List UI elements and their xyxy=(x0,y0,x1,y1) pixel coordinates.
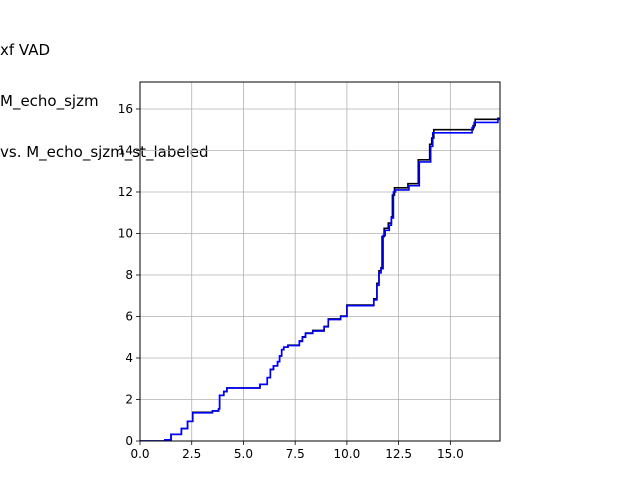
x-tick-label: 2.5 xyxy=(182,447,201,461)
plot-frame xyxy=(139,81,501,442)
x-axis: 0.0 2.5 5.0 7.5 10.0 12.5 15.0 xyxy=(130,441,464,461)
x-tick-label: 12.5 xyxy=(385,447,412,461)
y-tick-label: 6 xyxy=(125,309,133,323)
x-tick-label: 15.0 xyxy=(437,447,464,461)
y-tick-label: 16 xyxy=(118,102,133,116)
x-tick-label: 5.0 xyxy=(234,447,253,461)
y-tick-label: 0 xyxy=(125,434,133,448)
grid xyxy=(139,82,500,442)
chart-title-line-1: xf VAD xyxy=(0,41,51,59)
chart-title-line-2: M_echo_sjzm xyxy=(0,92,99,110)
y-tick-label: 14 xyxy=(118,143,133,157)
series-group xyxy=(140,117,500,441)
chart-title: xf VAD M_echo_sjzm vs. M_echo_sjzm_st_la… xyxy=(0,8,209,178)
y-tick-label: 4 xyxy=(125,351,133,365)
x-tick-label: 10.0 xyxy=(334,447,361,461)
x-tick-label: 0.0 xyxy=(130,447,149,461)
y-tick-label: 8 xyxy=(125,268,133,282)
y-axis: 0 2 4 6 8 10 12 14 16 xyxy=(118,102,140,448)
chart-title-line-3: vs. M_echo_sjzm_st_labeled xyxy=(0,143,209,161)
series-line-1 xyxy=(140,117,500,441)
x-tick-label: 7.5 xyxy=(286,447,305,461)
y-tick-label: 10 xyxy=(118,226,133,240)
y-tick-label: 12 xyxy=(118,185,133,199)
series-line-2 xyxy=(140,118,500,441)
y-tick-label: 2 xyxy=(125,392,133,406)
